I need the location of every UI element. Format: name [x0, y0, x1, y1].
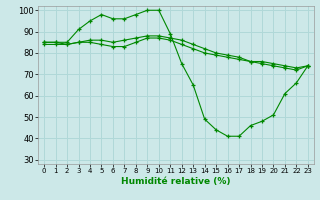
X-axis label: Humidité relative (%): Humidité relative (%): [121, 177, 231, 186]
